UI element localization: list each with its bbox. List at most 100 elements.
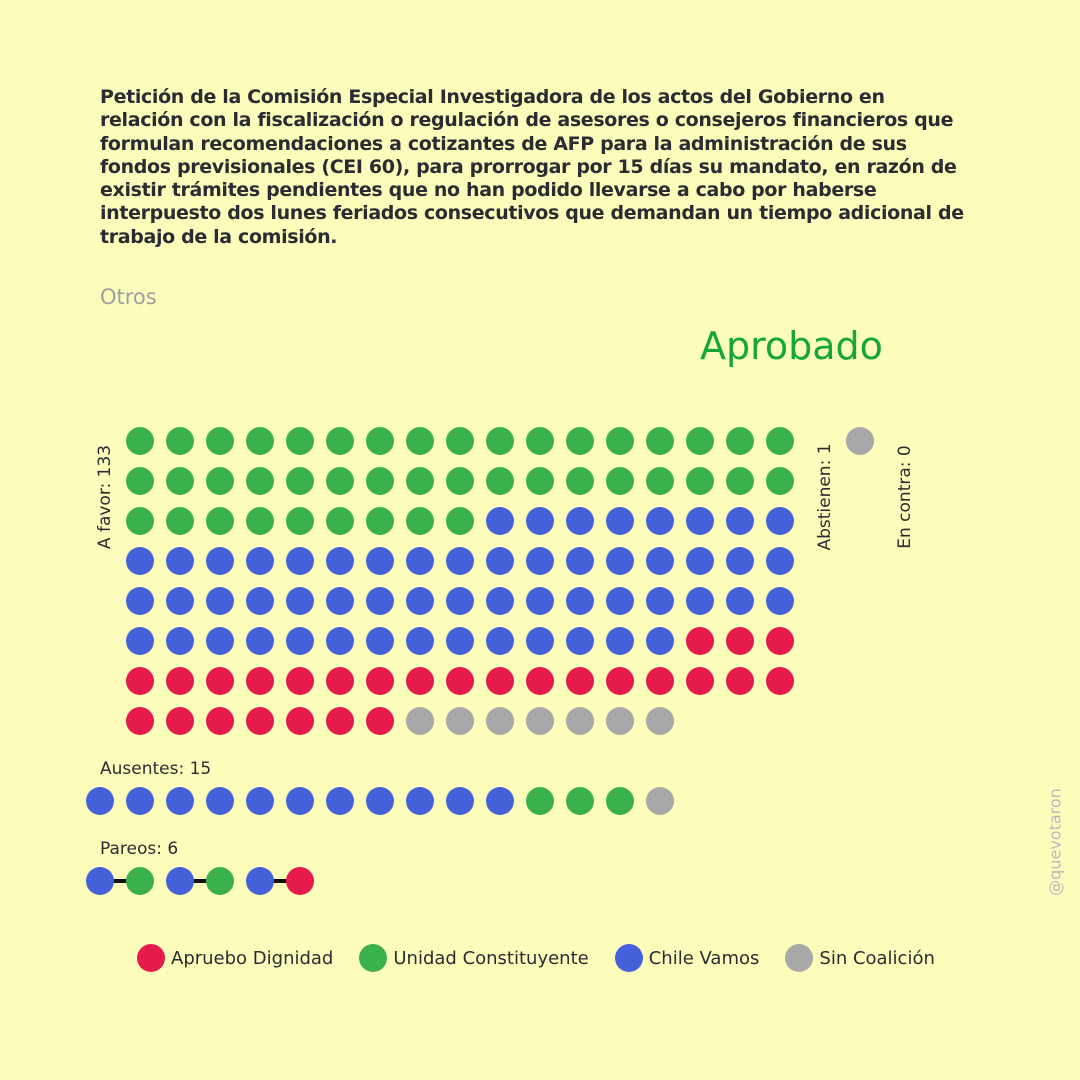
favor-dot [526,467,554,495]
favor-dot [766,547,794,575]
favor-dot [446,707,474,735]
legend-swatch [785,944,814,972]
favor-dot [206,587,234,615]
favor-dot [686,467,714,495]
favor-dot [686,627,714,655]
favor-dot [206,507,234,535]
favor-dot [646,587,674,615]
favor-dot [246,467,274,495]
favor-dot [366,507,394,535]
favor-dot [726,427,754,455]
favor-dot [446,667,474,695]
favor-dot [246,507,274,535]
dots-layer [86,427,874,895]
favor-dot [686,507,714,535]
favor-dot [526,587,554,615]
favor-dot [366,547,394,575]
favor-label: A favor: 133 [95,445,115,549]
favor-dot [166,427,194,455]
favor-dot [126,667,154,695]
favor-dot [526,547,554,575]
favor-dot [326,507,354,535]
favor-dot [366,587,394,615]
favor-dot [726,547,754,575]
favor-dot [326,427,354,455]
favor-dot [206,427,234,455]
absent-label: Ausentes: 15 [100,759,211,779]
favor-dot [766,627,794,655]
favor-dot [286,507,314,535]
favor-dot [726,507,754,535]
absent-dot [286,787,314,815]
favor-dot [326,627,354,655]
favor-dot [766,667,794,695]
favor-dot [286,627,314,655]
favor-dot [686,547,714,575]
favor-dot [446,587,474,615]
absent-dot [606,787,634,815]
favor-dot [166,627,194,655]
legend-label: Chile Vamos [648,947,760,969]
favor-dot [406,707,434,735]
pair-dot [246,867,274,895]
favor-dot [326,707,354,735]
favor-dot [726,467,754,495]
favor-dot [246,427,274,455]
favor-dot [566,667,594,695]
pair-dot [126,867,154,895]
vote-result: Aprobado [700,324,883,368]
favor-dot [206,667,234,695]
favor-dot [126,507,154,535]
favor-dot [446,507,474,535]
favor-dot [486,547,514,575]
favor-dot [486,427,514,455]
favor-dot [406,587,434,615]
favor-dot [126,587,154,615]
favor-dot [766,587,794,615]
favor-dot [646,667,674,695]
favor-dot [526,707,554,735]
favor-dot [486,667,514,695]
absent-dot [646,787,674,815]
favor-dot [566,627,594,655]
favor-dot [246,707,274,735]
favor-dot [446,627,474,655]
favor-dot [486,707,514,735]
pair-dot [86,867,114,895]
favor-dot [246,587,274,615]
absent-dot [566,787,594,815]
favor-dot [766,427,794,455]
legend-item-sin-coalicion: Sin Coalición [785,944,935,972]
absent-dot [326,787,354,815]
favor-dot [406,507,434,535]
favor-dot [326,667,354,695]
favor-dot [606,667,634,695]
favor-dot [646,547,674,575]
abstain-dot [846,427,874,455]
favor-dot [166,707,194,735]
favor-dot [486,507,514,535]
pair-dot [166,867,194,895]
favor-dot [246,667,274,695]
favor-dot [526,667,554,695]
legend-swatch [359,944,388,972]
favor-dot [606,707,634,735]
favor-dot [606,467,634,495]
absent-dot [486,787,514,815]
absent-dot [206,787,234,815]
favor-dot [446,547,474,575]
favor-dot [126,427,154,455]
favor-dot [686,667,714,695]
favor-dot [726,667,754,695]
legend-swatch [137,944,165,972]
favor-dot [366,667,394,695]
favor-dot [166,547,194,575]
favor-dot [366,467,394,495]
legend-label: Apruebo Dignidad [171,947,334,969]
favor-dot [606,427,634,455]
favor-dot [566,547,594,575]
legend-swatch [614,944,643,972]
favor-dot [686,427,714,455]
favor-dot [606,547,634,575]
